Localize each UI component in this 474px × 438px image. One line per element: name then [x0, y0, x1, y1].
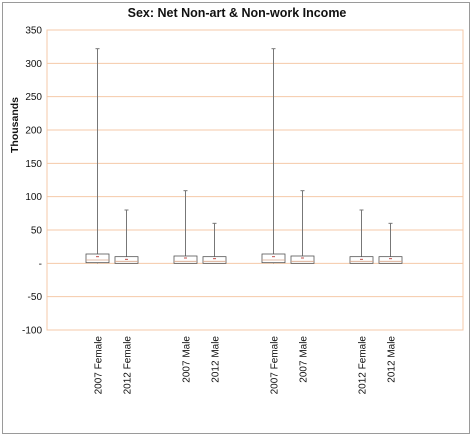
box: [202, 256, 227, 264]
category-label: 2007 Male: [182, 336, 193, 383]
box: [290, 255, 315, 264]
category-label: 2012 Female: [123, 336, 134, 395]
y-tick-label: 100: [25, 192, 42, 203]
y-tick-label: -50: [28, 292, 43, 303]
y-tick-label: 350: [25, 26, 42, 37]
y-tick-label: -100: [22, 326, 42, 337]
box: [85, 253, 110, 264]
y-tick-label: 200: [25, 126, 42, 137]
chart-title: Sex: Net Non-art & Non-work Income: [127, 6, 347, 20]
box: [261, 253, 286, 264]
box: [173, 255, 198, 264]
box: [114, 256, 139, 264]
box: [378, 256, 403, 264]
y-tick-label: -: [39, 259, 42, 270]
box: [349, 256, 374, 264]
chart-frame: [2, 2, 470, 434]
category-label: 2012 Male: [211, 336, 222, 383]
category-label: 2007 Male: [299, 336, 310, 383]
plot-area: [46, 29, 464, 331]
category-label: 2012 Male: [387, 336, 398, 383]
category-label: 2012 Female: [358, 336, 369, 395]
y-tick-label: 250: [25, 92, 42, 103]
y-tick-label: 50: [31, 226, 43, 237]
category-label: 2007 Female: [270, 336, 281, 395]
y-tick-label: 150: [25, 159, 42, 170]
y-tick-label: 300: [25, 59, 42, 70]
y-axis-label: Thousands: [9, 97, 21, 153]
category-label: 2007 Female: [94, 336, 105, 395]
